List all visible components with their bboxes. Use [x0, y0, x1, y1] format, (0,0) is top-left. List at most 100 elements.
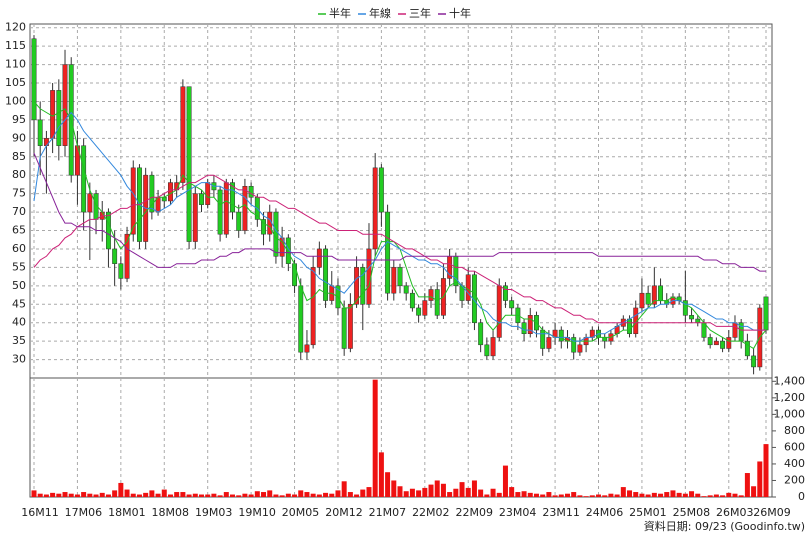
volume-bar [527, 492, 533, 497]
candle-body [199, 193, 204, 205]
volume-bar [236, 495, 242, 497]
candle-body [62, 64, 68, 146]
candle-body [161, 197, 167, 202]
candle-body [577, 344, 583, 353]
volume-bar [149, 490, 155, 497]
volume-bar [143, 492, 149, 497]
volume-bar [645, 494, 651, 497]
volume-bar [409, 488, 415, 497]
volume-bar [68, 493, 74, 497]
candle-body [521, 322, 527, 334]
candle-body [490, 337, 496, 357]
volume-bar [453, 488, 459, 497]
volume-bar [248, 494, 254, 497]
candle-body [149, 174, 155, 213]
volume-bar [81, 492, 87, 497]
candle-body [465, 274, 471, 301]
volume-bar [360, 489, 366, 497]
x-tick-label: 22M09 [455, 506, 493, 519]
volume-bar [372, 379, 378, 497]
y-tick-label: 30 [12, 353, 26, 366]
volume-bar [198, 494, 204, 497]
volume-bar [459, 482, 465, 497]
volume-bar [658, 493, 664, 497]
volume-bar [540, 494, 546, 497]
volume-bar [316, 494, 322, 497]
candle-body [360, 267, 366, 305]
candle-body [397, 267, 403, 287]
candle-body [242, 186, 248, 231]
volume-bar [633, 492, 639, 497]
volume-bar [732, 493, 738, 497]
y-tick-label: 100 [5, 94, 26, 107]
volume-bar [285, 493, 291, 497]
candle-body [434, 289, 440, 316]
y2-tick-label: 200 [784, 473, 805, 486]
candle-body [118, 263, 124, 279]
candle-body [416, 307, 422, 316]
candle-body [81, 145, 87, 213]
candle-body [422, 300, 428, 316]
candle-body [56, 90, 62, 146]
volume-bar [471, 480, 477, 497]
candle-body [236, 211, 242, 231]
candle-body [285, 237, 291, 264]
candle-body [403, 285, 409, 294]
x-tick-label: 20M12 [325, 506, 363, 519]
volume-bar [707, 495, 713, 497]
candle-body [509, 300, 515, 309]
candle-body [168, 182, 173, 202]
volume-bar [31, 490, 37, 497]
volume-bar [378, 452, 384, 497]
volume-bar [639, 493, 645, 497]
candle-body [372, 167, 378, 250]
candle-body [744, 340, 750, 357]
volume-bar [428, 484, 434, 497]
candle-body [248, 186, 254, 198]
candle-body [695, 318, 701, 323]
x-tick-label: 26M09 [753, 506, 791, 519]
volume-bar [751, 486, 757, 497]
candle-body [527, 315, 533, 334]
ma-line [33, 152, 766, 272]
volume-bar [608, 493, 614, 497]
volume-bar [695, 493, 701, 497]
candle-body [602, 337, 608, 342]
volume-bar [558, 494, 564, 497]
x-tick-label: 25M08 [673, 506, 711, 519]
volume-bar [664, 492, 670, 497]
volume-bar [521, 491, 527, 497]
y-tick-label: 65 [12, 224, 26, 237]
x-tick-label: 21M07 [369, 506, 407, 519]
legend-label: 半年 [329, 6, 351, 20]
x-tick-label: 18M08 [152, 506, 190, 519]
y2-tick-label: 0 [798, 490, 805, 503]
volume-bar [602, 495, 608, 497]
candle-body [639, 292, 645, 309]
volume-bar [174, 492, 180, 497]
candle-body [261, 219, 266, 235]
candle-body [726, 337, 732, 349]
volume-bar [155, 493, 161, 497]
candle-body [707, 337, 713, 346]
volume-bar [267, 490, 273, 497]
x-tick-label: 23M11 [542, 506, 580, 519]
candle-body [112, 248, 118, 264]
candle-body [651, 285, 657, 305]
candle-body [627, 318, 632, 334]
volume-bar [713, 494, 719, 497]
volume-bar [614, 494, 620, 497]
volume-bar [422, 487, 428, 497]
volume-bar [298, 490, 304, 497]
y-tick-label: 90 [12, 131, 26, 144]
candle-body [186, 86, 192, 242]
volume-bar [509, 487, 515, 497]
volume-bar [465, 487, 471, 497]
ma-line [33, 174, 766, 331]
candle-body [130, 167, 136, 235]
volume-bar [50, 492, 56, 497]
candle-body [496, 285, 502, 338]
volume-bar [583, 496, 589, 497]
volume-bar [571, 492, 577, 497]
